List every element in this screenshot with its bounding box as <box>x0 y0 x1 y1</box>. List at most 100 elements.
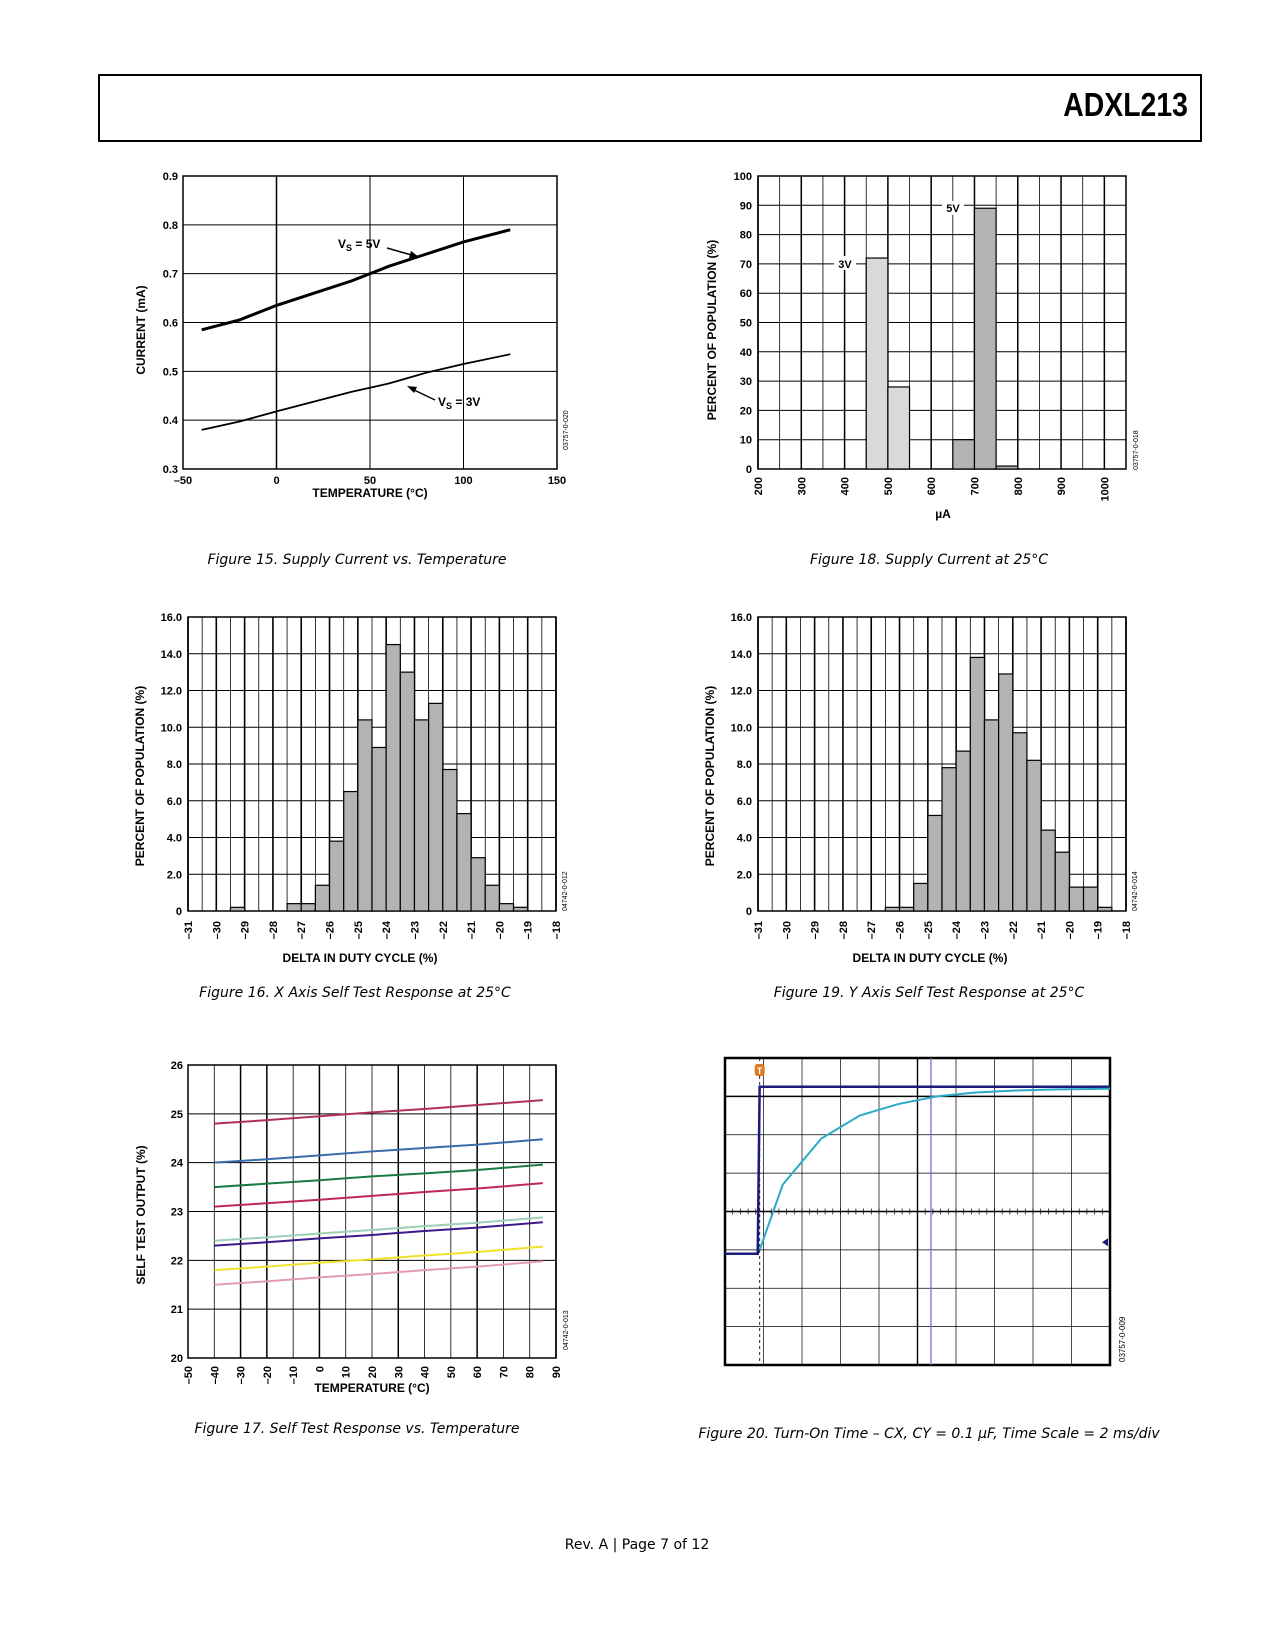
series-line-4 <box>214 1182 543 1208</box>
y-tick-label: 22 <box>171 1255 183 1267</box>
figure-18-caption: Figure 18. Supply Current at 25°C <box>809 552 1049 568</box>
histogram-bar <box>995 465 1019 470</box>
series-label-3v: 3V <box>838 259 852 271</box>
x-tick-label: –30 <box>781 921 793 939</box>
y-tick-label: 6.0 <box>737 796 752 808</box>
x-tick-label: –29 <box>240 921 252 939</box>
histogram-bar <box>865 257 889 470</box>
y-tick-label: 8.0 <box>167 759 182 771</box>
x-tick-label: 90 <box>551 1366 563 1378</box>
y-tick-label: 10 <box>740 435 752 447</box>
histogram-bar <box>973 207 997 470</box>
figure-17-caption: Figure 17. Self Test Response vs. Temper… <box>194 1421 520 1437</box>
y-tick-label: 4.0 <box>167 833 182 845</box>
histogram-bar <box>1097 906 1113 912</box>
figure-16-caption: Figure 16. X Axis Self Test Response at … <box>199 985 511 1001</box>
y-tick-label: 16.0 <box>161 612 182 624</box>
y-tick-label: 26 <box>171 1060 183 1072</box>
x-tick-label: –30 <box>211 921 223 939</box>
x-tick-label: –18 <box>551 921 563 939</box>
x-tick-label: –26 <box>325 921 337 939</box>
histogram-bar <box>357 719 373 912</box>
y-tick-label: 4.0 <box>737 833 752 845</box>
x-tick-label: 600 <box>926 477 938 495</box>
part-number: ADXL213 <box>1063 86 1188 123</box>
series-line-3 <box>214 1163 543 1189</box>
x-tick-label: –31 <box>183 921 195 939</box>
y-axis-label: PERCENT OF POPULATION (%) <box>133 686 147 866</box>
histogram-bar <box>413 719 430 912</box>
x-tick-label: –23 <box>409 921 421 939</box>
x-tick-label: –24 <box>381 920 393 939</box>
label-backdrop <box>834 256 856 270</box>
histogram-bar <box>328 840 345 912</box>
figure-15-caption: Figure 15. Supply Current vs. Temperatur… <box>207 552 507 568</box>
annotation-arrow <box>411 388 436 401</box>
histogram-bar <box>399 671 416 912</box>
y-tick-label: 0.6 <box>163 318 178 330</box>
x-tick-label: –20 <box>1064 921 1076 939</box>
figure-code: 03757-0-020 <box>563 410 570 450</box>
page-header: ADXL213 <box>98 74 1202 142</box>
y-tick-label: 12.0 <box>161 686 182 698</box>
series-line-3v <box>201 353 511 431</box>
x-tick-label: –27 <box>866 921 878 939</box>
histogram-bar <box>498 903 515 912</box>
figure-code: 04742-0-012 <box>562 871 569 911</box>
x-tick-label: 1000 <box>1099 477 1111 501</box>
y-tick-label: 0 <box>746 464 752 476</box>
histogram-bar <box>1026 759 1042 912</box>
histogram-bar <box>300 903 316 912</box>
y-tick-label: 10.0 <box>161 722 182 734</box>
y-tick-label: 0.5 <box>163 366 178 378</box>
x-tick-label: 80 <box>525 1366 537 1378</box>
y-tick-label: 0.7 <box>163 269 178 281</box>
histogram-bar <box>927 814 943 912</box>
x-axis-label: TEMPERATURE (°C) <box>314 1381 429 1395</box>
histogram-bar <box>470 857 486 912</box>
y-axis-label: SELF TEST OUTPUT (%) <box>134 1145 148 1284</box>
x-tick-label: –30 <box>236 1366 248 1384</box>
y-tick-label: 30 <box>740 376 752 388</box>
y-axis-label: CURRENT (mA) <box>134 285 148 374</box>
label-backdrop <box>942 201 964 215</box>
x-tick-label: –21 <box>466 921 478 939</box>
histogram-bar <box>229 906 246 912</box>
figure-19-caption: Figure 19. Y Axis Self Test Response at … <box>773 985 1085 1001</box>
y-tick-label: 14.0 <box>161 649 182 661</box>
histogram-bar <box>314 884 331 912</box>
x-tick-label: –28 <box>268 921 280 939</box>
y-tick-label: 70 <box>740 259 752 271</box>
series-line-7 <box>214 1245 543 1272</box>
x-tick-label: 10 <box>341 1366 353 1378</box>
x-tick-label: 300 <box>796 477 808 495</box>
x-tick-label: –26 <box>895 921 907 939</box>
histogram-bar <box>286 903 302 912</box>
x-tick-label: –50 <box>183 1366 195 1384</box>
x-tick-label: 60 <box>472 1366 484 1378</box>
histogram-bar <box>343 790 359 912</box>
histogram-bar <box>884 906 901 912</box>
x-tick-label: 30 <box>393 1366 405 1378</box>
histogram-bar <box>913 882 929 912</box>
histogram-bar <box>898 906 915 912</box>
figure-code: 03757-0-018 <box>1133 430 1140 470</box>
x-tick-label: –25 <box>923 921 935 939</box>
y-tick-label: 20 <box>740 405 752 417</box>
x-axis-label: µA <box>935 507 951 521</box>
y-tick-label: 6.0 <box>167 796 182 808</box>
trigger-marker-label: T <box>757 1066 763 1076</box>
histogram-bar <box>955 750 971 912</box>
x-tick-label: 700 <box>969 477 981 495</box>
y-tick-label: 12.0 <box>731 686 752 698</box>
series-line-5 <box>214 1216 543 1242</box>
series-annotation: VS = 3V <box>438 395 480 411</box>
y-tick-label: 8.0 <box>737 759 752 771</box>
y-tick-label: 90 <box>740 200 752 212</box>
histogram-bar <box>1082 886 1099 912</box>
figure-code: 03757-0-009 <box>1118 1316 1127 1362</box>
x-tick-label: 70 <box>498 1366 510 1378</box>
histogram-bar <box>371 746 387 912</box>
figure-20-caption: Figure 20. Turn-On Time – CX, CY = 0.1 µ… <box>698 1426 1160 1442</box>
